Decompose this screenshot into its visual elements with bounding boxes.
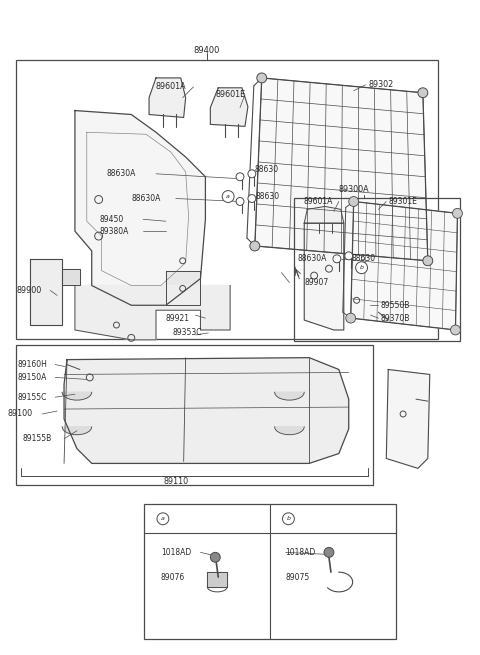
Text: 88630: 88630	[352, 254, 376, 263]
Text: 89907: 89907	[304, 278, 328, 287]
Text: 89450: 89450	[100, 215, 124, 224]
Polygon shape	[62, 269, 80, 286]
Text: 89900: 89900	[17, 286, 42, 295]
Text: 89370B: 89370B	[380, 314, 410, 323]
Circle shape	[210, 552, 220, 562]
Text: 88630: 88630	[255, 165, 279, 174]
Circle shape	[423, 256, 433, 266]
Text: 89550B: 89550B	[380, 301, 410, 310]
Polygon shape	[386, 369, 430, 468]
Polygon shape	[304, 223, 344, 330]
Circle shape	[345, 252, 353, 260]
Circle shape	[453, 208, 462, 218]
Polygon shape	[351, 202, 457, 330]
Text: 89601A: 89601A	[303, 197, 333, 206]
Text: 89150A: 89150A	[18, 373, 47, 382]
Circle shape	[324, 548, 334, 557]
Polygon shape	[75, 111, 205, 305]
Circle shape	[346, 313, 356, 323]
Circle shape	[257, 73, 267, 83]
Text: 89075: 89075	[286, 572, 310, 582]
Bar	[16, 345, 373, 485]
Text: 89100: 89100	[8, 409, 33, 419]
Polygon shape	[207, 572, 227, 587]
Circle shape	[236, 198, 244, 206]
Circle shape	[157, 513, 169, 525]
Bar	[294, 198, 460, 341]
Text: b: b	[287, 516, 290, 521]
Text: 89601E: 89601E	[216, 90, 245, 99]
Text: a: a	[161, 516, 165, 521]
Circle shape	[333, 255, 341, 263]
Text: 89155C: 89155C	[18, 393, 47, 402]
Polygon shape	[62, 392, 92, 400]
Polygon shape	[64, 358, 349, 463]
Circle shape	[356, 262, 368, 274]
Polygon shape	[275, 427, 304, 435]
Polygon shape	[62, 427, 92, 435]
Circle shape	[418, 88, 428, 98]
Polygon shape	[75, 286, 230, 340]
Text: 89302: 89302	[369, 81, 394, 89]
Circle shape	[451, 325, 460, 335]
Text: a: a	[226, 194, 230, 199]
Text: b: b	[360, 265, 363, 271]
Text: 89110: 89110	[163, 477, 188, 486]
Text: 88630: 88630	[256, 192, 280, 201]
Polygon shape	[149, 78, 186, 117]
Polygon shape	[166, 271, 201, 305]
Polygon shape	[210, 88, 248, 126]
Text: 89160H: 89160H	[18, 360, 48, 369]
Polygon shape	[304, 206, 344, 223]
Text: 89076: 89076	[161, 572, 185, 582]
Text: 89400: 89400	[193, 46, 220, 55]
Polygon shape	[30, 259, 62, 325]
Text: 1018AD: 1018AD	[161, 548, 191, 557]
Text: 89380A: 89380A	[100, 227, 129, 236]
Text: 89301E: 89301E	[388, 197, 417, 206]
Circle shape	[222, 191, 234, 202]
Bar	[16, 60, 438, 339]
Circle shape	[236, 173, 244, 181]
Bar	[144, 504, 396, 639]
Text: 88630A: 88630A	[131, 194, 161, 203]
Text: 89921: 89921	[166, 314, 190, 323]
Text: 89601A: 89601A	[156, 83, 187, 91]
Text: 1018AD: 1018AD	[286, 548, 316, 557]
Text: 89353C: 89353C	[173, 328, 202, 337]
Circle shape	[349, 196, 359, 206]
Circle shape	[248, 170, 256, 178]
Circle shape	[250, 241, 260, 251]
Circle shape	[283, 513, 294, 525]
Text: 89155B: 89155B	[23, 434, 52, 443]
Circle shape	[248, 195, 256, 202]
Text: 88630A: 88630A	[297, 254, 327, 263]
Polygon shape	[275, 392, 304, 400]
Polygon shape	[255, 78, 428, 261]
Text: 89300A: 89300A	[339, 185, 370, 194]
Text: 88630A: 88630A	[107, 169, 136, 178]
